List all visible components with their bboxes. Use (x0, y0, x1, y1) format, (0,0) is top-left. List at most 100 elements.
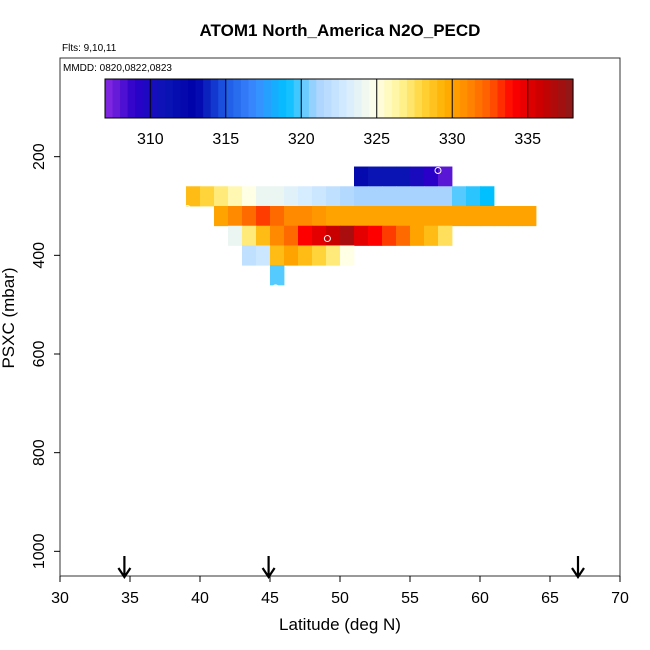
heatmap-cell (340, 206, 355, 227)
colorbar-segment (218, 79, 227, 118)
colorbar-tick-label: 310 (137, 131, 164, 148)
colorbar-segment (308, 79, 317, 118)
colorbar-segment (437, 79, 446, 118)
colorbar-segment (323, 79, 333, 118)
heatmap-cell (242, 245, 257, 266)
heatmap-cell (354, 206, 369, 227)
colorbar-segment (376, 79, 385, 118)
colorbar-segment (422, 79, 431, 118)
heatmap-cell (242, 225, 257, 246)
heatmap-cell (340, 245, 355, 266)
heatmap-cell (368, 186, 383, 207)
colorbar-segment (286, 79, 295, 118)
colorbar: 310 315 320 325 330 335 (104, 78, 574, 148)
colorbar-segment (384, 79, 393, 118)
heatmap-cell (228, 225, 243, 246)
x-tick-label: 40 (191, 590, 209, 607)
heatmap-cell (270, 265, 285, 286)
heatmap-cell (284, 206, 299, 227)
heatmap-cell (438, 186, 453, 207)
colorbar-segment (180, 79, 189, 118)
heatmap-cell (270, 186, 285, 207)
colorbar-segment (150, 79, 159, 118)
x-tick-label: 55 (401, 590, 419, 607)
colorbar-tick-label: 335 (514, 131, 541, 148)
heatmap-cell (396, 225, 411, 246)
sample-marker (361, 159, 369, 167)
heatmap-cell (256, 225, 271, 246)
colorbar-segment (361, 79, 370, 118)
heatmap-cell (396, 206, 411, 227)
heatmap-cell (298, 225, 313, 246)
colorbar-segment (331, 79, 340, 118)
colorbar-segment (255, 79, 265, 118)
heatmap-cell (326, 206, 341, 227)
colorbar-tick-label: 330 (439, 131, 466, 148)
colorbar-segment (203, 79, 212, 118)
heatmap-cell (242, 206, 257, 227)
colorbar-segment (399, 79, 408, 118)
colorbar-segment (489, 79, 499, 118)
heatmap-cell (438, 225, 453, 246)
colorbar-segment (482, 79, 491, 118)
heatmap-cell (424, 206, 439, 227)
heatmap-cell (382, 206, 397, 227)
colorbar-segment (339, 79, 348, 118)
colorbar-segment (429, 79, 438, 118)
heatmap-cell (424, 225, 439, 246)
heatmap-cell (354, 225, 369, 246)
sample-marker (323, 235, 331, 243)
colorbar-segment (354, 79, 363, 118)
colorbar-segment (497, 79, 506, 118)
sample-marker (525, 233, 533, 241)
heatmap-cell (228, 206, 243, 227)
heatmap-cell (410, 206, 425, 227)
colorbar-segment (240, 79, 250, 118)
colorbar-segment (565, 79, 574, 118)
colorbar-segment (452, 79, 461, 118)
colorbar-segment (505, 79, 514, 118)
heatmap-cell (424, 166, 439, 187)
colorbar-segment (414, 79, 423, 118)
y-tick-label: 200 (31, 143, 48, 170)
y-tick-label: 600 (31, 341, 48, 368)
colorbar-segment (195, 79, 204, 118)
heatmap-cell (396, 186, 411, 207)
heatmap-cell (508, 206, 523, 227)
colorbar-segment (527, 79, 536, 118)
down-arrow-icon (261, 556, 276, 579)
colorbar-tick-label: 315 (212, 131, 239, 148)
colorbar-segment (346, 79, 355, 118)
sample-marker (434, 166, 442, 174)
heatmap-cell (256, 245, 271, 266)
colorbar-segment (301, 79, 310, 118)
y-tick-label: 400 (31, 242, 48, 269)
heatmap-cell (410, 186, 425, 207)
heatmap-cell (522, 206, 537, 227)
heatmap-cell (340, 225, 355, 246)
heatmap-cell (270, 206, 285, 227)
heatmap-cell (480, 206, 495, 227)
heatmap-cell (382, 166, 397, 187)
x-tick-label: 50 (331, 590, 349, 607)
sample-marker (272, 284, 280, 292)
colorbar-segment (112, 79, 121, 118)
heatmap-cell (298, 206, 313, 227)
heatmap-cell (312, 245, 327, 266)
colorbar-segment (512, 79, 521, 118)
heatmap-cell (466, 186, 481, 207)
colorbar-segment (406, 79, 416, 118)
colorbar-segment (248, 79, 257, 118)
heatmap-cell (214, 206, 229, 227)
heatmap-cell (256, 206, 271, 227)
heatmap-cell (382, 186, 397, 207)
heatmap-cell (284, 225, 299, 246)
heatmap-cell (354, 186, 369, 207)
heatmap-cell (438, 206, 453, 227)
colorbar-segment (105, 79, 114, 118)
sample-marker (183, 204, 191, 212)
colorbar-segment (459, 79, 468, 118)
heatmap-cell (312, 206, 327, 227)
down-arrow-icon (571, 556, 585, 579)
heatmap-cell (326, 186, 341, 207)
